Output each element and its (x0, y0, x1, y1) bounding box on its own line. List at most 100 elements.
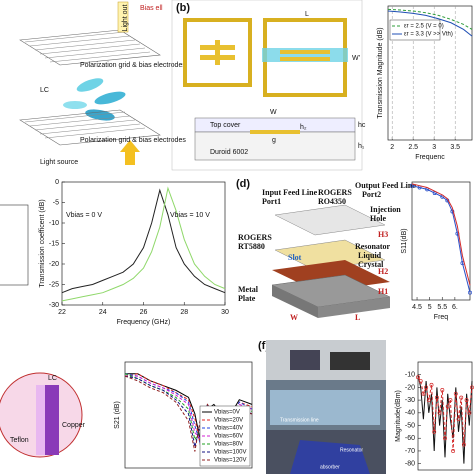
marker (432, 429, 437, 434)
x-tick-label: 2 (390, 144, 394, 151)
marker (437, 410, 442, 415)
charts: 2 2.5 3 3.5 Frequenc Transmission Magnitude (… (39, 5, 474, 471)
plot-frame (387, 5, 473, 141)
marker (459, 395, 464, 400)
bias-label: Bias ell (140, 5, 163, 12)
x-tick-label: 24 (99, 309, 107, 316)
x-tick-label: 22 (58, 309, 66, 316)
rogers-top: ROGERS (318, 188, 352, 197)
y-axis-label: Transmission Magnitude (dB) (377, 27, 384, 118)
input-label: Input Feed Line (262, 188, 318, 197)
h2-label: h₂ (300, 124, 307, 131)
resonator-label: Resonator (340, 447, 363, 453)
panel-e: LC Copper Teflon (0, 372, 86, 458)
series-line (411, 183, 471, 286)
y-tick-label: -30 (405, 397, 415, 404)
marker (456, 417, 461, 422)
x-tick-label: 5.5 (437, 304, 447, 311)
ro4350: RO4350 (318, 197, 346, 206)
panel-label: (f) (258, 340, 269, 352)
substrate: Duroid 6002 (210, 149, 248, 156)
marker (445, 404, 450, 409)
y-axis-label: Magnitude(dBm) (395, 390, 402, 442)
injection: Injection (370, 205, 401, 214)
plot-frame (417, 361, 473, 471)
x-axis-label: Frequency (GHz) (117, 319, 171, 326)
slot: Slot (288, 253, 302, 262)
marker (464, 398, 469, 403)
legend-label: Vbias=20V (214, 418, 243, 424)
y-tick-label: -60 (405, 435, 415, 442)
light-source-label: Light source (40, 159, 78, 166)
line-label: Transmission line (280, 417, 319, 423)
marker (453, 391, 458, 396)
copper-label: Copper (62, 422, 86, 429)
panel-b: (b) L W' W Top cover Duroid 6002 g h₂ hc… (171, 0, 366, 171)
y-tick-label: -5 (53, 199, 59, 206)
y-tick-label: -50 (405, 422, 415, 429)
h3: H3 (378, 230, 388, 239)
y-tick-label: -15 (49, 240, 59, 247)
series-line (61, 188, 226, 294)
partial-box (0, 204, 29, 286)
top-cover: Top cover (210, 122, 241, 129)
y-tick-label: -10 (405, 372, 415, 379)
h1-label: h₁ (358, 143, 365, 150)
marker (468, 290, 472, 295)
series-line (387, 8, 473, 30)
panel-a: Light out Bias ell Polarization grid & b… (19, 1, 186, 166)
marker (416, 375, 420, 380)
x-axis-label: Frequenc (415, 154, 445, 161)
panel-f: (f) Transmission line Resonator absorber (258, 340, 386, 474)
lc-label: LC (40, 87, 49, 94)
series-line (411, 185, 471, 293)
resonator: Resonator (355, 242, 391, 251)
plot-frame (61, 181, 226, 306)
marker (421, 391, 426, 396)
legend-label: Vbias=60V (214, 434, 243, 440)
y-tick-label: 0 (55, 179, 59, 186)
x-tick-label: 3.5 (450, 144, 460, 151)
marker (418, 379, 423, 384)
g-label: g (272, 137, 276, 144)
legend-label: Vbias=80V (214, 442, 243, 448)
y-tick-label: -40 (405, 410, 415, 417)
marker (451, 448, 456, 453)
plate: Plate (238, 294, 256, 303)
annotation: Vbias = 0 V (66, 212, 102, 219)
series-line (417, 376, 473, 451)
marker (434, 395, 439, 400)
marker (461, 442, 466, 447)
port1: Port1 (262, 197, 281, 206)
y-tick-label: -30 (49, 302, 59, 309)
legend-label: Vbias=40V (214, 426, 243, 432)
y-tick-label: -80 (405, 460, 415, 467)
liquid: Liquid (358, 251, 382, 260)
series-line (125, 375, 253, 441)
grid-bottom-label: Polarization grid & bias electrodes (80, 137, 186, 144)
series-line (387, 10, 473, 37)
plot-frame (411, 181, 471, 301)
grid-top-label: Polarization grid & bias electrodes (80, 62, 186, 69)
w-label: W (290, 313, 298, 322)
plot-frame (124, 361, 253, 469)
x-tick-label: 26 (140, 309, 148, 316)
y-tick-label: -20 (49, 261, 59, 268)
marker (440, 388, 445, 392)
light-out: Light out (122, 5, 129, 32)
l-label: L (305, 11, 309, 18)
marker (443, 436, 447, 441)
legend-label: εr = 2.5 (V = 0) (404, 24, 444, 30)
x-tick-label: 28 (180, 309, 188, 316)
y-tick-label: -70 (405, 448, 415, 455)
metal: Metal (238, 285, 259, 294)
port2: Port2 (362, 190, 381, 199)
x-tick-label: 30 (221, 309, 229, 316)
y-axis-label: S11(dB) (401, 228, 408, 253)
y-tick-label: -10 (49, 220, 59, 227)
hole: Hole (370, 214, 386, 223)
marker (448, 398, 453, 403)
marker (426, 398, 431, 403)
panel-label: (b) (176, 2, 190, 14)
w-label: W (270, 109, 277, 116)
